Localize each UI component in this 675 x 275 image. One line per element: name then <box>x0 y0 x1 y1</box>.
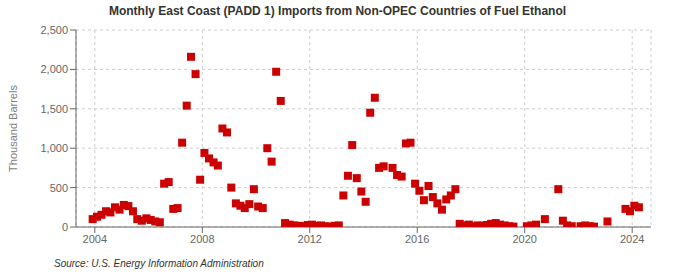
svg-text:2012: 2012 <box>298 233 322 245</box>
html-text:Source: U.S. Energy Informatio: Source: U.S. Energy Information Administ… <box>54 258 264 269</box>
svg-text:2,500: 2,500 <box>40 24 68 36</box>
html-text:Monthly East Coast (PADD 1) Im: Monthly East Coast (PADD 1) Imports from… <box>108 4 567 18</box>
svg-text:Thousand Barrels: Thousand Barrels <box>8 85 19 172</box>
svg-text:2,000: 2,000 <box>40 63 68 75</box>
svg-text:2024: 2024 <box>620 233 644 245</box>
svg-text:0: 0 <box>62 221 68 233</box>
svg-text:1,000: 1,000 <box>40 142 68 154</box>
svg-text:2016: 2016 <box>405 233 429 245</box>
svg-text:2008: 2008 <box>190 233 214 245</box>
svg-text:2004: 2004 <box>83 233 107 245</box>
svg-text:2020: 2020 <box>512 233 536 245</box>
svg-text:1,500: 1,500 <box>40 103 68 115</box>
svg-text:500: 500 <box>50 182 68 194</box>
